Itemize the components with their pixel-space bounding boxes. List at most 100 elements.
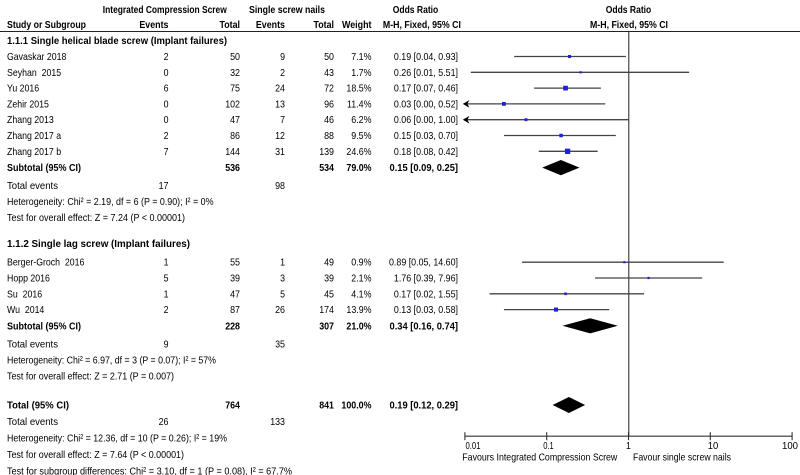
svg-text:43: 43 <box>324 68 334 79</box>
svg-text:10: 10 <box>708 441 719 452</box>
svg-text:47: 47 <box>230 289 240 300</box>
svg-text:841: 841 <box>319 401 334 412</box>
svg-text:133: 133 <box>270 417 285 428</box>
svg-text:Gavaskar 2018: Gavaskar 2018 <box>7 52 67 63</box>
svg-text:M-H, Fixed, 95% CI: M-H, Fixed, 95% CI <box>383 20 461 31</box>
svg-text:Test for overall effect: Z = 2: Test for overall effect: Z = 2.71 (P = 0… <box>7 372 174 383</box>
svg-text:Heterogeneity: Chi² = 2.19, df: Heterogeneity: Chi² = 2.19, df = 6 (P = … <box>7 197 214 208</box>
svg-text:Berger-Groch 2016: Berger-Groch 2016 <box>7 258 85 269</box>
svg-text:1.1.2 Single lag screw (Implan: 1.1.2 Single lag screw (Implant failures… <box>7 239 190 250</box>
svg-text:307: 307 <box>319 321 334 332</box>
svg-text:0.9%: 0.9% <box>351 258 371 269</box>
svg-text:Test for subgroup differences:: Test for subgroup differences: Chi² = 3.… <box>7 466 292 475</box>
svg-text:0.17 [0.07, 0.46]: 0.17 [0.07, 0.46] <box>394 84 458 95</box>
svg-text:0.03 [0.00, 0.52]: 0.03 [0.00, 0.52] <box>394 99 458 110</box>
svg-text:50: 50 <box>324 52 334 63</box>
svg-text:5: 5 <box>280 289 285 300</box>
svg-text:72: 72 <box>324 84 334 95</box>
svg-text:75: 75 <box>230 84 240 95</box>
svg-text:Hopp 2016: Hopp 2016 <box>7 274 50 285</box>
svg-text:Odds Ratio: Odds Ratio <box>393 5 439 16</box>
svg-text:0.13 [0.03, 0.58]: 0.13 [0.03, 0.58] <box>394 305 458 316</box>
svg-text:35: 35 <box>275 340 285 351</box>
svg-text:Events: Events <box>256 20 285 31</box>
svg-text:100.0%: 100.0% <box>341 401 371 412</box>
svg-text:174: 174 <box>319 305 334 316</box>
svg-text:Integrated Compression Screw: Integrated Compression Screw <box>103 5 227 16</box>
svg-text:Yu 2016: Yu 2016 <box>7 84 39 95</box>
svg-text:79.0%: 79.0% <box>346 163 371 174</box>
svg-text:Heterogeneity: Chi² = 12.36, d: Heterogeneity: Chi² = 12.36, df = 10 (P … <box>7 434 227 445</box>
svg-text:98: 98 <box>275 181 285 192</box>
svg-text:6: 6 <box>164 84 169 95</box>
svg-text:47: 47 <box>230 115 240 126</box>
svg-text:Total events: Total events <box>7 181 58 192</box>
svg-text:Subtotal (95% CI): Subtotal (95% CI) <box>7 163 81 174</box>
svg-text:9: 9 <box>280 52 285 63</box>
svg-text:0: 0 <box>164 99 169 110</box>
svg-text:0.19 [0.12, 0.29]: 0.19 [0.12, 0.29] <box>390 401 459 412</box>
svg-text:88: 88 <box>324 131 334 142</box>
svg-text:39: 39 <box>230 274 240 285</box>
svg-text:87: 87 <box>230 305 240 316</box>
svg-text:0.34 [0.16, 0.74]: 0.34 [0.16, 0.74] <box>390 321 459 332</box>
svg-text:18.5%: 18.5% <box>346 84 371 95</box>
svg-text:0.17 [0.02, 1.55]: 0.17 [0.02, 1.55] <box>394 289 458 300</box>
svg-text:100: 100 <box>782 441 798 452</box>
svg-text:55: 55 <box>230 258 240 269</box>
svg-text:Single screw nails: Single screw nails <box>249 5 325 16</box>
svg-text:Odds Ratio: Odds Ratio <box>606 5 652 16</box>
svg-text:13: 13 <box>275 99 285 110</box>
svg-text:1.7%: 1.7% <box>351 68 371 79</box>
svg-text:Events: Events <box>139 20 168 31</box>
svg-text:Seyhan 2015: Seyhan 2015 <box>7 68 61 79</box>
svg-text:12: 12 <box>275 131 285 142</box>
svg-text:7: 7 <box>164 147 169 158</box>
svg-text:1: 1 <box>164 258 169 269</box>
svg-text:32: 32 <box>230 68 240 79</box>
svg-text:2.1%: 2.1% <box>351 274 371 285</box>
svg-text:13.9%: 13.9% <box>346 305 371 316</box>
svg-text:0.18 [0.08, 0.42]: 0.18 [0.08, 0.42] <box>394 147 458 158</box>
svg-text:0.15 [0.03, 0.70]: 0.15 [0.03, 0.70] <box>394 131 458 142</box>
svg-text:21.0%: 21.0% <box>346 321 371 332</box>
svg-text:45: 45 <box>324 289 334 300</box>
svg-text:Wu 2014: Wu 2014 <box>7 305 45 316</box>
svg-text:1: 1 <box>280 258 285 269</box>
svg-text:Zhang 2013: Zhang 2013 <box>7 115 54 126</box>
svg-text:17: 17 <box>159 181 169 192</box>
svg-text:764: 764 <box>225 401 240 412</box>
svg-text:2: 2 <box>164 131 169 142</box>
svg-text:46: 46 <box>324 115 334 126</box>
svg-text:0.26 [0.01, 5.51]: 0.26 [0.01, 5.51] <box>394 68 458 79</box>
svg-text:Weight: Weight <box>342 20 372 31</box>
svg-text:0.01: 0.01 <box>466 441 481 452</box>
svg-text:86: 86 <box>230 131 240 142</box>
svg-text:11.4%: 11.4% <box>347 99 372 110</box>
svg-text:4.1%: 4.1% <box>351 289 371 300</box>
svg-text:0.1: 0.1 <box>543 441 554 452</box>
svg-text:31: 31 <box>275 147 285 158</box>
svg-text:0.06 [0.00, 1.00]: 0.06 [0.00, 1.00] <box>394 115 458 126</box>
svg-text:50: 50 <box>230 52 240 63</box>
svg-text:M-H, Fixed, 95% CI: M-H, Fixed, 95% CI <box>590 20 668 31</box>
svg-text:144: 144 <box>225 147 240 158</box>
svg-text:Total: Total <box>314 20 335 31</box>
svg-text:26: 26 <box>275 305 285 316</box>
svg-text:Favours Integrated Compression: Favours Integrated Compression Screw <box>462 452 618 463</box>
svg-text:Zhang 2017 a: Zhang 2017 a <box>7 131 61 142</box>
svg-text:0.89 [0.05, 14.60]: 0.89 [0.05, 14.60] <box>389 258 458 269</box>
svg-text:Total (95% CI): Total (95% CI) <box>7 401 69 412</box>
svg-text:Zhang 2017 b: Zhang 2017 b <box>7 147 61 158</box>
svg-text:Heterogeneity: Chi² = 6.97, df: Heterogeneity: Chi² = 6.97, df = 3 (P = … <box>7 355 216 366</box>
svg-text:5: 5 <box>164 274 169 285</box>
svg-text:102: 102 <box>225 99 240 110</box>
svg-text:1: 1 <box>164 289 169 300</box>
svg-text:Test for overall effect: Z = 7: Test for overall effect: Z = 7.64 (P < 0… <box>7 450 184 461</box>
svg-text:1.1.1 Single helical blade scr: 1.1.1 Single helical blade screw (Implan… <box>7 36 227 47</box>
svg-text:9: 9 <box>164 340 169 351</box>
svg-text:3: 3 <box>280 274 285 285</box>
svg-text:26: 26 <box>159 417 169 428</box>
svg-text:24: 24 <box>275 84 285 95</box>
svg-text:49: 49 <box>324 258 334 269</box>
